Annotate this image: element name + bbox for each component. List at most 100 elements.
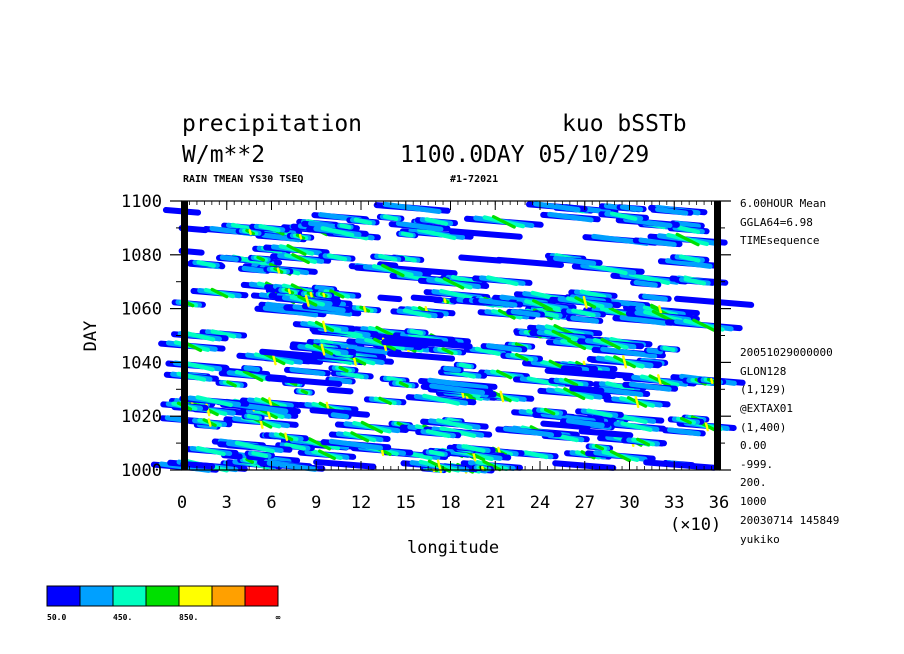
rain-streak bbox=[382, 214, 399, 222]
rain-streak bbox=[378, 253, 398, 262]
rain-streak bbox=[360, 420, 384, 434]
rain-streak bbox=[570, 315, 600, 324]
rain-streak bbox=[328, 376, 353, 385]
legend-swatch bbox=[79, 585, 114, 607]
rain-streak bbox=[246, 413, 260, 421]
rain-streak bbox=[424, 217, 449, 226]
rain-streak bbox=[234, 440, 275, 454]
rain-streak bbox=[683, 277, 707, 286]
rain-streak bbox=[210, 287, 229, 299]
rain-streak bbox=[331, 343, 393, 356]
rain-streak bbox=[692, 318, 716, 332]
right-edge-bar bbox=[714, 201, 721, 470]
rain-streak bbox=[428, 449, 445, 457]
x-tick-label: 9 bbox=[311, 493, 321, 513]
rain-streak bbox=[340, 370, 364, 380]
rain-streak bbox=[314, 285, 335, 293]
rain-streak bbox=[180, 461, 216, 470]
rain-streak bbox=[503, 426, 555, 438]
rain-streak bbox=[326, 386, 354, 395]
rain-streak bbox=[567, 338, 587, 351]
rain-streak bbox=[485, 343, 523, 353]
rain-streak bbox=[439, 426, 477, 438]
y-axis-title: DAY bbox=[81, 321, 101, 352]
rain-streak bbox=[417, 227, 457, 241]
rain-streak bbox=[441, 347, 454, 355]
y-tick-label: 1080 bbox=[121, 246, 162, 266]
rain-streak bbox=[474, 346, 501, 356]
rain-streak bbox=[266, 460, 318, 472]
left-edge-bar bbox=[181, 201, 188, 470]
x-tick-label: 24 bbox=[530, 493, 550, 513]
rain-streak bbox=[429, 383, 486, 396]
rain-streak bbox=[243, 365, 261, 373]
rain-streak bbox=[586, 408, 613, 418]
rain-streak bbox=[284, 442, 306, 451]
rain-streak bbox=[339, 223, 352, 230]
rain-streak bbox=[443, 298, 447, 304]
record-range: #1-72021 bbox=[450, 174, 498, 185]
rain-streak bbox=[571, 308, 596, 318]
axes: 0 3 6 9 12 15 18 21 24 27 30 33 36100010201040106010… bbox=[121, 192, 731, 513]
rain-streak bbox=[309, 407, 370, 418]
rain-streak bbox=[195, 446, 226, 457]
rain-streak bbox=[289, 366, 326, 377]
rain-streak bbox=[398, 381, 409, 388]
rain-streak bbox=[582, 295, 588, 309]
rain-streak bbox=[578, 428, 634, 439]
x-tick-label: 21 bbox=[485, 493, 505, 513]
rain-streak bbox=[673, 220, 701, 229]
rain-streak bbox=[338, 365, 349, 373]
info-extax: @EXTAX01 bbox=[740, 402, 793, 415]
y-tick-label: 1020 bbox=[121, 407, 162, 427]
rain-streak bbox=[680, 416, 692, 425]
rain-streak bbox=[569, 385, 605, 394]
rain-streak bbox=[605, 381, 635, 392]
rain-streak bbox=[598, 386, 644, 398]
rain-streak bbox=[422, 393, 460, 406]
rain-streak bbox=[623, 217, 673, 229]
rain-streak bbox=[395, 220, 444, 232]
rain-streak bbox=[320, 343, 326, 356]
info-date: 20051029000000 bbox=[740, 346, 833, 359]
rain-streak bbox=[184, 331, 216, 342]
rain-streak bbox=[704, 420, 709, 432]
side-info-top: 6.00HOUR Mean GGLA64=6.98 TIMEsequence bbox=[740, 197, 826, 247]
legend-swatch bbox=[145, 585, 180, 607]
rain-streak bbox=[510, 309, 541, 318]
rain-streak bbox=[496, 369, 513, 380]
rain-streak bbox=[448, 228, 523, 240]
rain-streak bbox=[638, 237, 677, 248]
rain-streak bbox=[329, 289, 345, 299]
rain-streak bbox=[636, 437, 651, 447]
rain-streak bbox=[544, 367, 617, 380]
rain-streak bbox=[326, 253, 348, 262]
rain-streak bbox=[655, 206, 689, 216]
precipitation-field bbox=[150, 201, 755, 474]
rain-streak bbox=[317, 449, 336, 461]
rain-streak bbox=[450, 274, 477, 284]
legend-label: 850. bbox=[179, 613, 198, 622]
rain-streak bbox=[378, 396, 392, 406]
time-label: 1100.0DAY 05/10/29 bbox=[400, 142, 649, 168]
rain-streak bbox=[381, 263, 405, 278]
rain-streak bbox=[710, 378, 714, 384]
rain-streak bbox=[675, 232, 700, 247]
legend-label: 450. bbox=[113, 613, 132, 622]
legend-swatch bbox=[244, 585, 279, 607]
rain-streak bbox=[667, 427, 701, 437]
legend-swatch bbox=[112, 585, 147, 607]
rain-streak bbox=[443, 365, 462, 373]
rain-streak bbox=[600, 346, 658, 359]
rain-streak bbox=[563, 377, 579, 387]
rain-streak bbox=[251, 451, 269, 459]
rain-streak bbox=[386, 376, 403, 384]
info-extax-range: (1,400) bbox=[740, 421, 786, 434]
rain-streak bbox=[678, 254, 701, 263]
rain-streak bbox=[588, 263, 628, 276]
rain-streak bbox=[241, 265, 267, 274]
rain-streak bbox=[427, 377, 489, 391]
x-tick-label: 33 bbox=[664, 493, 684, 513]
rain-streak bbox=[258, 224, 281, 233]
y-tick-label: 1060 bbox=[121, 300, 162, 320]
